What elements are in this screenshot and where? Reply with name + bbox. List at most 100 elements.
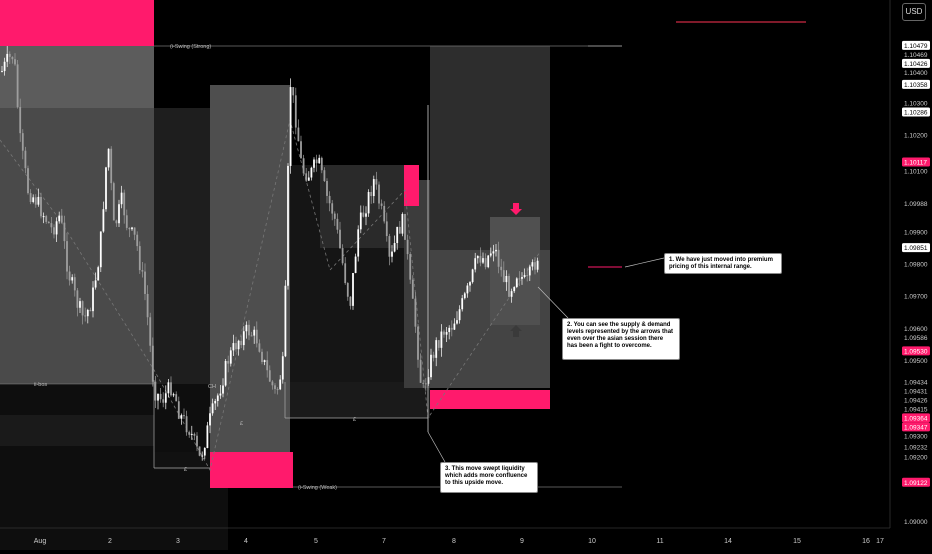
candle-body xyxy=(443,331,445,335)
candle-body xyxy=(8,53,11,57)
candle-body xyxy=(484,258,487,268)
time-tick-label: 7 xyxy=(382,538,386,545)
candle-body xyxy=(97,267,100,281)
candle-body xyxy=(258,343,261,352)
candle-body xyxy=(185,416,188,433)
candle-body xyxy=(372,179,375,197)
discount-zone-left xyxy=(154,108,210,384)
price-label-bg xyxy=(902,243,930,253)
candle-body xyxy=(320,157,323,171)
candle-body xyxy=(120,192,123,205)
candle-body xyxy=(536,260,539,270)
candle-body xyxy=(94,280,97,288)
candle-body xyxy=(305,173,308,181)
price-label: 1.09232 xyxy=(904,444,928,451)
candle-body xyxy=(448,327,451,333)
price-label-text: 1.09364 xyxy=(904,415,928,422)
candle-body xyxy=(487,255,490,268)
candle-body xyxy=(190,433,193,435)
price-label-text: 1.10479 xyxy=(904,43,928,50)
candle-body xyxy=(224,360,227,386)
candle-body xyxy=(53,227,55,235)
price-label: 1.09988 xyxy=(904,201,928,208)
price-label-text: 1.09530 xyxy=(904,348,928,355)
candle-body xyxy=(482,258,484,263)
candle-body xyxy=(151,345,154,382)
candle-body xyxy=(411,279,414,299)
candle-body xyxy=(333,213,336,219)
candle-body xyxy=(133,227,136,235)
candle-body xyxy=(222,385,224,394)
candle-body xyxy=(216,395,219,401)
candle-body xyxy=(76,290,79,308)
candle-body xyxy=(500,266,503,271)
price-label-text: 1.09851 xyxy=(904,245,928,252)
candle-body xyxy=(294,95,297,128)
candle-body xyxy=(196,435,198,447)
candle-body xyxy=(123,192,126,216)
price-label-bg xyxy=(902,40,930,50)
candle-body xyxy=(326,181,328,196)
price-label-text: 1.10286 xyxy=(904,110,928,117)
candle-body xyxy=(29,193,32,202)
candle-body xyxy=(375,179,378,185)
candle-body xyxy=(424,383,427,385)
candle-body xyxy=(310,167,313,178)
price-label: 1.09200 xyxy=(904,455,928,462)
price-label: 1.09530 xyxy=(902,346,930,356)
candle-body xyxy=(128,227,131,230)
time-tick-label: 9 xyxy=(520,538,524,545)
candle-body xyxy=(263,360,266,362)
candle-body xyxy=(287,165,289,286)
price-label: 1.09851 xyxy=(902,243,930,253)
candle-body xyxy=(32,197,35,202)
candle-body xyxy=(45,216,48,222)
candle-body xyxy=(445,332,448,335)
candle-body xyxy=(55,221,58,235)
currency-selector[interactable]: USD xyxy=(902,3,926,21)
candle-body xyxy=(125,215,128,228)
time-tick-label: 5 xyxy=(314,538,318,545)
candle-body xyxy=(318,157,321,164)
candle-body xyxy=(531,262,534,267)
price-label-text: 1.09700 xyxy=(904,294,928,301)
candle-body xyxy=(66,241,68,272)
candle-body xyxy=(521,276,523,279)
price-label-bg xyxy=(902,346,930,356)
candle-body xyxy=(266,360,269,371)
asian-box xyxy=(490,217,540,325)
candle-body xyxy=(79,301,81,308)
weak-swing-label: (i-Swing (Weak) xyxy=(298,485,337,491)
price-label-bg xyxy=(902,413,930,423)
price-label: 1.09000 xyxy=(904,519,928,526)
price-label-text: 1.09800 xyxy=(904,262,928,269)
candle-body xyxy=(323,170,326,182)
price-label-text: 1.09500 xyxy=(904,358,928,365)
candle-body xyxy=(201,455,204,457)
price-label-bg xyxy=(902,157,930,167)
candle-body xyxy=(281,356,284,380)
price-label: 1.09434 xyxy=(904,379,928,386)
time-tick-label: 8 xyxy=(452,538,456,545)
candle-body xyxy=(167,382,170,394)
candle-body xyxy=(534,262,536,270)
supply-arrow-icon xyxy=(510,203,522,215)
candle-body xyxy=(437,340,440,348)
candle-body xyxy=(502,270,505,283)
candle-body xyxy=(398,226,401,234)
candle-body xyxy=(193,433,196,436)
supply-zone-top xyxy=(0,0,154,46)
price-label-text: 1.10200 xyxy=(904,133,928,140)
price-label-text: 1.09415 xyxy=(904,406,928,413)
price-label: 1.09300 xyxy=(904,433,928,440)
time-tick-label: 10 xyxy=(588,538,596,545)
price-label: 1.10479 xyxy=(902,40,930,50)
price-label-text: 1.09988 xyxy=(904,201,928,208)
candle-body xyxy=(489,253,492,256)
candle-body xyxy=(453,323,456,330)
candle-body xyxy=(14,59,16,65)
candle-body xyxy=(458,309,461,321)
candle-body xyxy=(157,393,159,401)
